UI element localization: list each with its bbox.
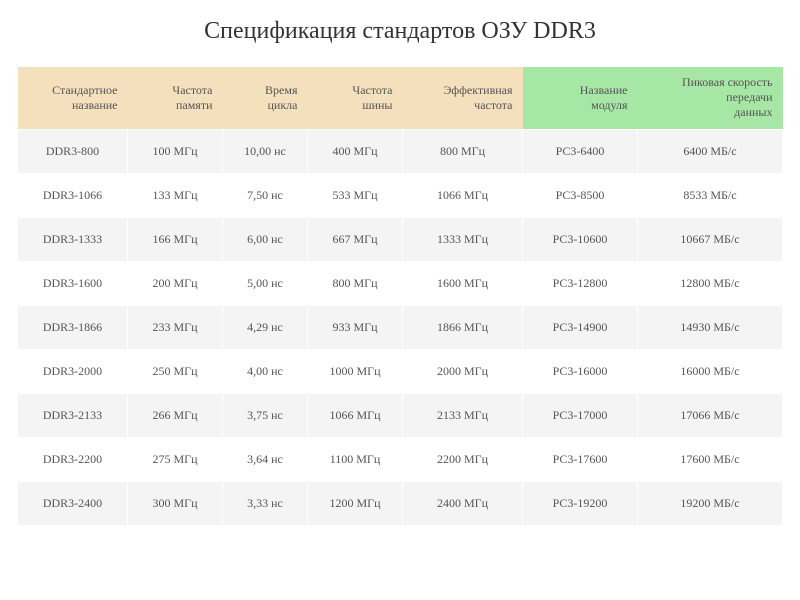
table-cell: 1000 МГц [308,349,403,393]
table-cell: 800 МГц [308,261,403,305]
table-cell: 266 МГц [128,393,223,437]
col-header: Стандартноеназвание [18,67,128,129]
table-header-row: Стандартноеназвание Частотапамяти Времяц… [18,67,783,129]
table-cell: 1200 МГц [308,481,403,525]
table-cell: 1600 МГц [403,261,523,305]
table-cell: 2400 МГц [403,481,523,525]
table-cell: 12800 МБ/с [638,261,783,305]
table-cell: 10,00 нс [223,129,308,173]
table-cell: 1066 МГц [403,173,523,217]
table-cell: PC3-12800 [523,261,638,305]
table-cell: 5,00 нс [223,261,308,305]
table-cell: PC3-8500 [523,173,638,217]
table-cell: 4,29 нс [223,305,308,349]
spec-table: Стандартноеназвание Частотапамяти Времяц… [17,67,783,526]
table-cell: DDR3-1600 [18,261,128,305]
table-cell: 1333 МГц [403,217,523,261]
table-cell: DDR3-2133 [18,393,128,437]
table-cell: 7,50 нс [223,173,308,217]
table-cell: 3,75 нс [223,393,308,437]
table-cell: 6400 МБ/с [638,129,783,173]
table-cell: DDR3-800 [18,129,128,173]
table-row: DDR3-2133266 МГц3,75 нс1066 МГц2133 МГцP… [18,393,783,437]
table-cell: 14930 МБ/с [638,305,783,349]
table-cell: 1866 МГц [403,305,523,349]
col-header: Времяцикла [223,67,308,129]
table-cell: DDR3-2400 [18,481,128,525]
table-cell: 133 МГц [128,173,223,217]
table-cell: 2000 МГц [403,349,523,393]
table-cell: 17600 МБ/с [638,437,783,481]
table-cell: PC3-16000 [523,349,638,393]
table-cell: PC3-14900 [523,305,638,349]
table-cell: 6,00 нс [223,217,308,261]
table-cell: 166 МГц [128,217,223,261]
table-cell: PC3-19200 [523,481,638,525]
table-cell: 250 МГц [128,349,223,393]
table-row: DDR3-1866233 МГц4,29 нс933 МГц1866 МГцPC… [18,305,783,349]
table-cell: DDR3-1066 [18,173,128,217]
table-cell: 2200 МГц [403,437,523,481]
table-cell: 667 МГц [308,217,403,261]
table-cell: 3,33 нс [223,481,308,525]
col-header: Эффективнаячастота [403,67,523,129]
col-header: Частотапамяти [128,67,223,129]
table-cell: 1066 МГц [308,393,403,437]
table-cell: 16000 МБ/с [638,349,783,393]
slide: Спецификация стандартов ОЗУ DDR3 Стандар… [0,0,800,600]
table-cell: 4,00 нс [223,349,308,393]
table-cell: 200 МГц [128,261,223,305]
table-cell: 1100 МГц [308,437,403,481]
table-cell: PC3-6400 [523,129,638,173]
table-row: DDR3-2000250 МГц4,00 нс1000 МГц2000 МГцP… [18,349,783,393]
table-cell: 8533 МБ/с [638,173,783,217]
table-cell: 19200 МБ/с [638,481,783,525]
table-cell: DDR3-2000 [18,349,128,393]
table-cell: 933 МГц [308,305,403,349]
table-cell: DDR3-1866 [18,305,128,349]
table-cell: PC3-17600 [523,437,638,481]
table-row: DDR3-1333166 МГц6,00 нс667 МГц1333 МГцPC… [18,217,783,261]
table-cell: 17066 МБ/с [638,393,783,437]
table-cell: DDR3-1333 [18,217,128,261]
table-cell: 233 МГц [128,305,223,349]
table-cell: 275 МГц [128,437,223,481]
col-header: Пиковая скоростьпередачиданных [638,67,783,129]
table-row: DDR3-2200275 МГц3,64 нс1100 МГц2200 МГцP… [18,437,783,481]
table-cell: PC3-17000 [523,393,638,437]
col-header: Частоташины [308,67,403,129]
table-cell: DDR3-2200 [18,437,128,481]
col-header: Названиемодуля [523,67,638,129]
table-row: DDR3-1066133 МГц7,50 нс533 МГц1066 МГцPC… [18,173,783,217]
table-cell: 100 МГц [128,129,223,173]
table-cell: 2133 МГц [403,393,523,437]
table-row: DDR3-2400300 МГц3,33 нс1200 МГц2400 МГцP… [18,481,783,525]
table-cell: 400 МГц [308,129,403,173]
table-cell: 3,64 нс [223,437,308,481]
table-cell: 300 МГц [128,481,223,525]
page-title: Спецификация стандартов ОЗУ DDR3 [0,18,800,45]
table-row: DDR3-1600200 МГц5,00 нс800 МГц1600 МГцPC… [18,261,783,305]
table-cell: PC3-10600 [523,217,638,261]
table-cell: 800 МГц [403,129,523,173]
table-cell: 533 МГц [308,173,403,217]
table-row: DDR3-800100 МГц10,00 нс400 МГц800 МГцPC3… [18,129,783,173]
table-cell: 10667 МБ/с [638,217,783,261]
